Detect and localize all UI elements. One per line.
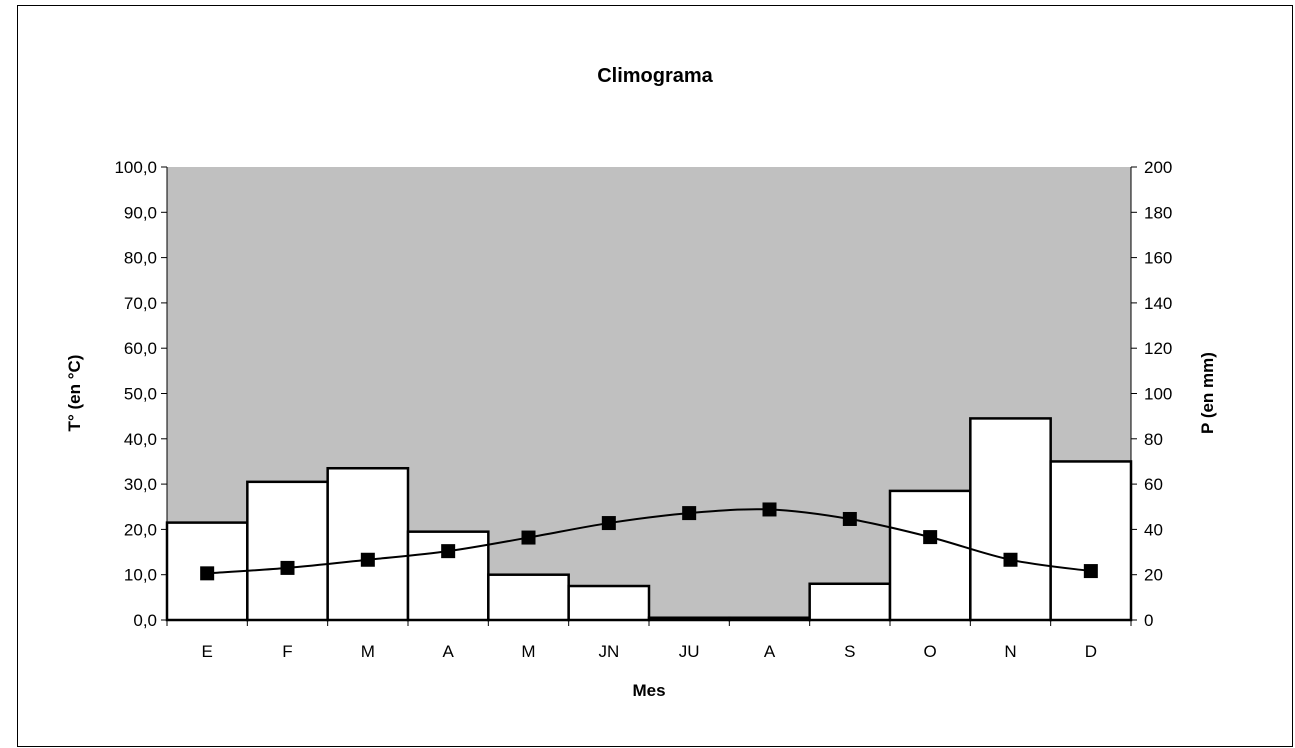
temperature-marker	[1083, 564, 1098, 579]
precipitation-bars	[165, 417, 1133, 622]
temperature-marker	[762, 502, 777, 517]
temperature-marker	[601, 516, 616, 531]
temperature-marker	[842, 511, 857, 526]
precipitation-bar	[246, 480, 329, 622]
temperature-marker	[923, 530, 938, 545]
y-left-tick-label: 60,0	[124, 339, 157, 358]
x-tick-label: O	[924, 642, 937, 661]
temperature-marker	[280, 560, 295, 575]
x-tick-label: D	[1085, 642, 1097, 661]
x-tick-label: JN	[598, 642, 619, 661]
y-left-tick-label: 100,0	[114, 158, 157, 177]
y-right-tick-label: 20	[1144, 566, 1163, 585]
tick-labels: 0,0 0 10,0 20 20,0 40 30,0 60 40,0 80 50,0 100 60,0 1…	[114, 158, 1172, 661]
y-right-tick-label: 140	[1144, 294, 1172, 313]
x-tick-label: A	[442, 642, 454, 661]
precipitation-bar	[808, 582, 892, 622]
temperature-marker	[1003, 552, 1018, 567]
temperature-marker	[360, 552, 375, 567]
y-left-tick-label: 30,0	[124, 475, 157, 494]
y-right-tick-label: 120	[1144, 339, 1172, 358]
precipitation-bar	[888, 489, 972, 622]
temperature-series	[200, 502, 1098, 581]
x-tick-label: E	[201, 642, 212, 661]
y-left-tick-label: 0,0	[133, 611, 157, 630]
y-axis-right-label: P (en mm)	[1198, 352, 1217, 434]
x-tick-label: M	[521, 642, 535, 661]
precipitation-bar	[567, 584, 651, 622]
x-tick-label: JU	[679, 642, 700, 661]
temperature-marker	[682, 506, 697, 521]
precipitation-bar	[1049, 460, 1133, 622]
x-tick-label: M	[361, 642, 375, 661]
x-axis-label: Mes	[632, 681, 665, 700]
y-left-tick-label: 90,0	[124, 203, 157, 222]
y-right-tick-label: 200	[1144, 158, 1172, 177]
x-tick-label: S	[844, 642, 855, 661]
chart-title: Climograma	[597, 65, 713, 87]
temperature-marker	[200, 566, 215, 581]
y-right-tick-label: 80	[1144, 430, 1163, 449]
y-right-tick-label: 0	[1144, 611, 1153, 630]
y-left-tick-label: 20,0	[124, 520, 157, 539]
precipitation-bar	[326, 466, 410, 622]
temperature-marker	[441, 544, 456, 559]
x-tick-label: A	[764, 642, 776, 661]
precipitation-bar	[487, 573, 570, 622]
y-right-tick-label: 60	[1144, 475, 1163, 494]
y-left-tick-label: 40,0	[124, 430, 157, 449]
y-left-tick-label: 80,0	[124, 249, 157, 268]
y-right-tick-label: 180	[1144, 203, 1172, 222]
temperature-marker	[521, 530, 536, 545]
y-left-tick-label: 50,0	[124, 385, 157, 404]
axes	[161, 166, 1137, 626]
y-axis-left-label: T° (en °C)	[65, 355, 84, 432]
y-right-tick-label: 100	[1144, 385, 1172, 404]
y-left-tick-label: 10,0	[124, 566, 157, 585]
y-right-tick-label: 40	[1144, 520, 1163, 539]
y-left-tick-label: 70,0	[124, 294, 157, 313]
y-right-tick-label: 160	[1144, 249, 1172, 268]
x-tick-label: F	[282, 642, 292, 661]
precipitation-bar	[969, 417, 1052, 622]
x-tick-label: N	[1004, 642, 1016, 661]
